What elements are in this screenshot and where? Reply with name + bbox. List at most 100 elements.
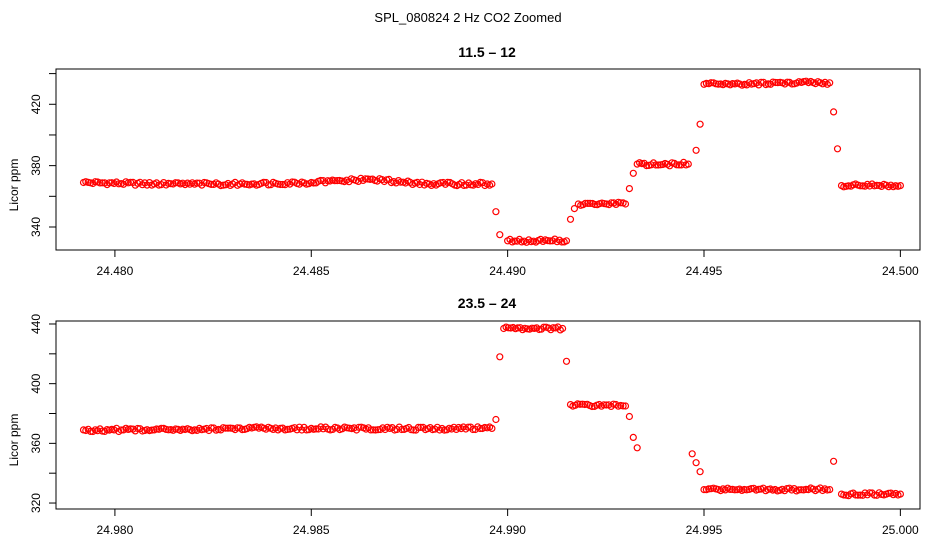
data-point (528, 324, 536, 332)
data-point (164, 426, 173, 434)
x-tick-label: 24.985 (293, 523, 330, 537)
data-point (581, 199, 590, 207)
data-point (854, 491, 862, 499)
data-point (802, 485, 810, 493)
data-point (117, 426, 125, 434)
data-point (414, 423, 422, 431)
data-point (98, 427, 106, 435)
data-point (673, 161, 681, 169)
data-point (884, 489, 893, 497)
data-point (607, 199, 615, 207)
data-point (581, 400, 589, 409)
data-point (642, 162, 651, 170)
data-point (688, 450, 696, 458)
data-point (444, 178, 452, 186)
data-point (591, 200, 599, 209)
data-point (367, 426, 375, 434)
x-tick-label: 24.500 (882, 264, 919, 278)
data-point (355, 423, 363, 431)
data-point (157, 424, 165, 432)
data-point (179, 425, 187, 433)
data-point (207, 180, 215, 188)
data-point (371, 426, 380, 434)
data-point (633, 444, 641, 452)
panel-title-top: 11.5 – 12 (458, 44, 516, 60)
y-tick-label: 420 (29, 94, 43, 114)
y-tick-label: 380 (29, 155, 43, 175)
data-point (586, 199, 594, 207)
panel-bottom: 23.5 – 24 Licor ppm 24.980 24.985 24.990 24… (7, 295, 921, 537)
data-point (496, 353, 504, 361)
data-point (774, 78, 782, 87)
data-point (747, 485, 756, 493)
data-point (172, 179, 180, 187)
data-point (896, 182, 905, 190)
data-point (629, 433, 637, 441)
data-point (600, 401, 608, 409)
data-point (873, 181, 881, 189)
data-point (504, 324, 512, 332)
data-point (617, 199, 625, 207)
data-point (492, 208, 500, 216)
data-point (549, 324, 557, 332)
data-point (241, 180, 249, 188)
y-tick-label: 320 (29, 493, 43, 513)
data-point (576, 400, 584, 408)
y-tick-label: 440 (29, 314, 43, 334)
data-point (540, 323, 548, 331)
data-point (829, 108, 838, 116)
data-point (705, 485, 713, 493)
data-point (310, 179, 318, 187)
x-tick-label: 24.495 (686, 264, 723, 278)
data-point (416, 180, 424, 189)
data-point (562, 357, 571, 365)
data-point (544, 237, 552, 245)
data-point (96, 179, 104, 187)
data-point (153, 179, 161, 187)
data-point (488, 180, 496, 188)
axes-top: 24.480 24.485 24.490 24.495 24.500 340 380 420 (29, 73, 919, 278)
points-bottom (79, 323, 905, 500)
x-tick-label: 24.485 (293, 264, 330, 278)
data-point (398, 425, 406, 434)
data-point (558, 324, 567, 333)
data-point (226, 424, 234, 432)
data-point (546, 237, 554, 245)
data-point (224, 424, 232, 432)
data-point (148, 426, 156, 434)
data-point (696, 468, 704, 476)
data-point (488, 424, 496, 432)
data-point (476, 424, 484, 433)
x-tick-label: 24.490 (489, 264, 526, 278)
data-point (381, 425, 389, 434)
data-point (419, 423, 427, 431)
data-point (283, 425, 292, 433)
data-point (141, 179, 149, 187)
data-point (570, 205, 579, 213)
data-point (788, 80, 796, 88)
data-point (233, 424, 242, 432)
x-tick-label: 25.000 (882, 523, 919, 537)
y-axis-label-bottom: Licor ppm (7, 414, 21, 467)
data-point (707, 79, 715, 87)
data-point (105, 179, 114, 187)
y-tick-label: 340 (29, 217, 43, 237)
data-point (222, 424, 230, 432)
data-point (619, 402, 627, 410)
plot-frame-top (55, 68, 921, 251)
x-tick-label: 24.480 (97, 264, 134, 278)
data-point (333, 177, 341, 185)
panel-top: 11.5 – 12 Licor ppm 24.480 24.485 24.490 24… (7, 44, 921, 278)
y-tick-label: 360 (29, 433, 43, 453)
data-point (496, 231, 504, 239)
data-point (714, 80, 722, 88)
data-point (896, 490, 905, 498)
data-point (319, 177, 327, 185)
data-point (238, 426, 246, 434)
data-point (783, 78, 791, 86)
data-point (702, 79, 711, 88)
data-point (511, 237, 519, 245)
figure-title: SPL_080824 2 Hz CO2 Zoomed (374, 10, 561, 25)
data-point (654, 161, 662, 169)
data-point (692, 146, 700, 154)
